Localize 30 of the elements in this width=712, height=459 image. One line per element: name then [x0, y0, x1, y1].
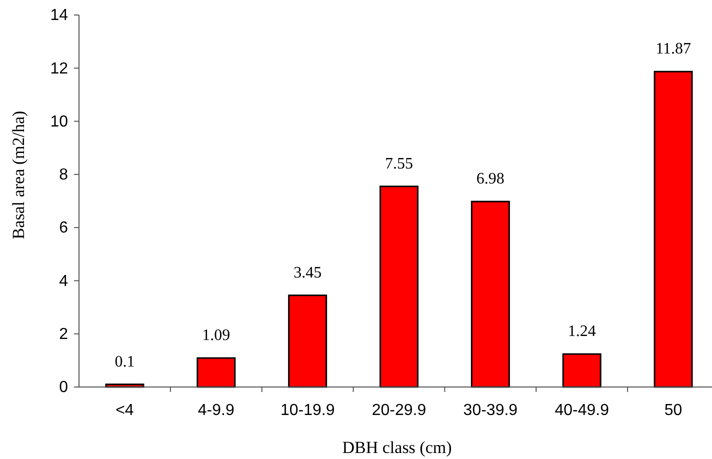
x-tick-label: 10-19.9	[280, 402, 335, 419]
y-tick-label: 0	[59, 379, 68, 396]
bar	[470, 200, 510, 388]
x-tick-label: 50	[664, 402, 682, 419]
bar	[196, 357, 236, 388]
data-label: 6.98	[476, 170, 504, 188]
y-tick-label: 14	[50, 7, 68, 24]
bar	[562, 353, 602, 388]
x-tick-label: 30-39.9	[463, 402, 518, 419]
x-tick-label: <4	[116, 402, 134, 419]
data-label: 0.1	[114, 353, 135, 370]
bar	[654, 70, 693, 388]
x-axis-title: DBH class (cm)	[342, 438, 452, 457]
x-tick-label: 4-9.9	[198, 402, 234, 419]
data-label: 1.09	[202, 327, 230, 344]
x-tick-label: 20-29.9	[372, 402, 426, 419]
y-tick-label: 2	[59, 326, 68, 343]
y-tick-label: 4	[59, 272, 68, 290]
y-tick-label: 12	[50, 60, 68, 78]
x-tick-label: 40-49.9	[554, 402, 610, 419]
bar	[288, 294, 328, 388]
data-label: 1.24	[568, 323, 596, 340]
bar	[380, 186, 418, 388]
data-label: 3.45	[294, 264, 322, 282]
data-label: 7.55	[385, 155, 413, 172]
data-label: 11.87	[656, 40, 691, 58]
y-tick-label: 6	[59, 220, 68, 237]
y-tick-label: 10	[50, 113, 68, 130]
y-axis-title: Basal area (m2/ha)	[9, 110, 28, 240]
y-tick-label: 8	[59, 166, 68, 184]
